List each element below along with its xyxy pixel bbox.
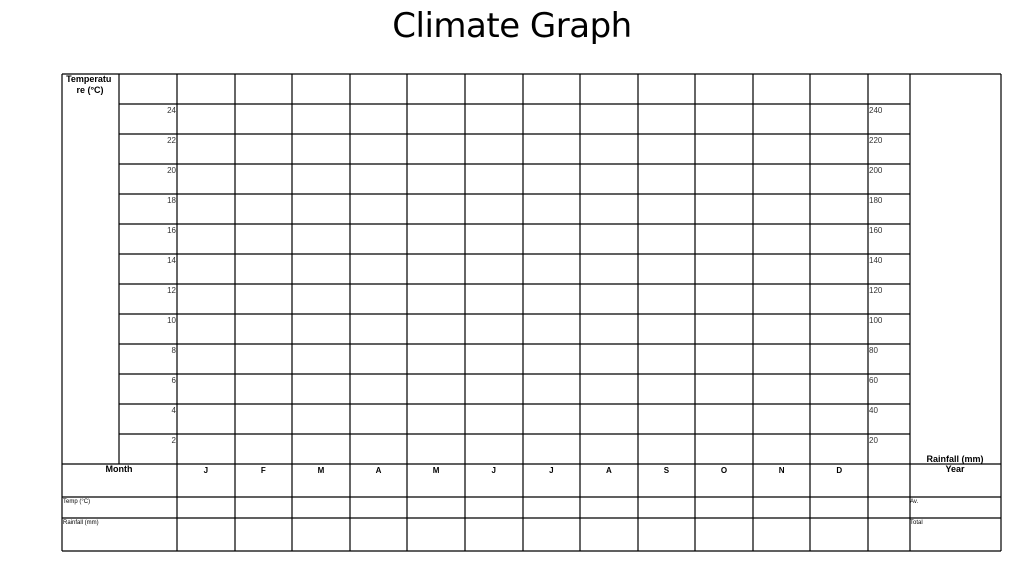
rainfall-tick-label: 140 bbox=[869, 256, 883, 265]
temperature-tick-label: 18 bbox=[167, 196, 176, 205]
temperature-tick-label: 12 bbox=[167, 286, 176, 295]
rainfall-tick-label: 80 bbox=[869, 346, 878, 355]
temp-row-label: Temp (°C) bbox=[63, 499, 90, 505]
temperature-tick-label: 24 bbox=[167, 106, 176, 115]
rainfall-tick-label: 40 bbox=[869, 406, 878, 415]
rainfall-tick-label: 200 bbox=[869, 166, 883, 175]
page-title: Climate Graph bbox=[392, 6, 632, 46]
temperature-tick-label: 14 bbox=[167, 256, 176, 265]
month-label: M bbox=[318, 466, 325, 475]
month-label: N bbox=[779, 466, 785, 475]
total-label: Total bbox=[910, 520, 923, 526]
rainfall-tick-label: 240 bbox=[869, 106, 883, 115]
grid-lines bbox=[61, 73, 1002, 552]
average-label: Av. bbox=[910, 499, 918, 505]
month-label: M bbox=[433, 466, 440, 475]
right-axis-label[interactable]: Rainfall (mm) bbox=[926, 454, 983, 464]
month-label: J bbox=[491, 466, 495, 475]
month-label: A bbox=[376, 466, 382, 475]
month-label: O bbox=[721, 466, 727, 475]
rainfall-tick-label: 120 bbox=[869, 286, 883, 295]
rainfall-tick-label: 20 bbox=[869, 436, 878, 445]
rainfall-tick-label: 60 bbox=[869, 376, 878, 385]
rainfall-tick-label: 160 bbox=[869, 226, 883, 235]
left-axis-label: Temperatu re (°C) bbox=[66, 74, 114, 95]
temperature-tick-label: 6 bbox=[172, 376, 177, 385]
temperature-tick-label: 22 bbox=[167, 136, 176, 145]
month-label: Month bbox=[106, 464, 133, 474]
temperature-tick-label: 2 bbox=[172, 436, 177, 445]
rainfall-row-label: Rainfall (mm) bbox=[63, 520, 99, 526]
month-label: F bbox=[261, 466, 266, 475]
rainfall-tick-label: 220 bbox=[869, 136, 883, 145]
month-label: A bbox=[606, 466, 612, 475]
year-label: Year bbox=[945, 464, 965, 474]
month-label: D bbox=[836, 466, 842, 475]
temperature-tick-label: 4 bbox=[172, 406, 177, 415]
rainfall-tick-label: 180 bbox=[869, 196, 883, 205]
month-label: S bbox=[664, 466, 670, 475]
rainfall-tick-label: 100 bbox=[869, 316, 883, 325]
temperature-tick-label: 16 bbox=[167, 226, 176, 235]
month-label: J bbox=[549, 466, 553, 475]
temperature-tick-label: 20 bbox=[167, 166, 176, 175]
month-label: J bbox=[204, 466, 208, 475]
temperature-tick-label: 10 bbox=[167, 316, 176, 325]
temperature-tick-label: 8 bbox=[172, 346, 177, 355]
